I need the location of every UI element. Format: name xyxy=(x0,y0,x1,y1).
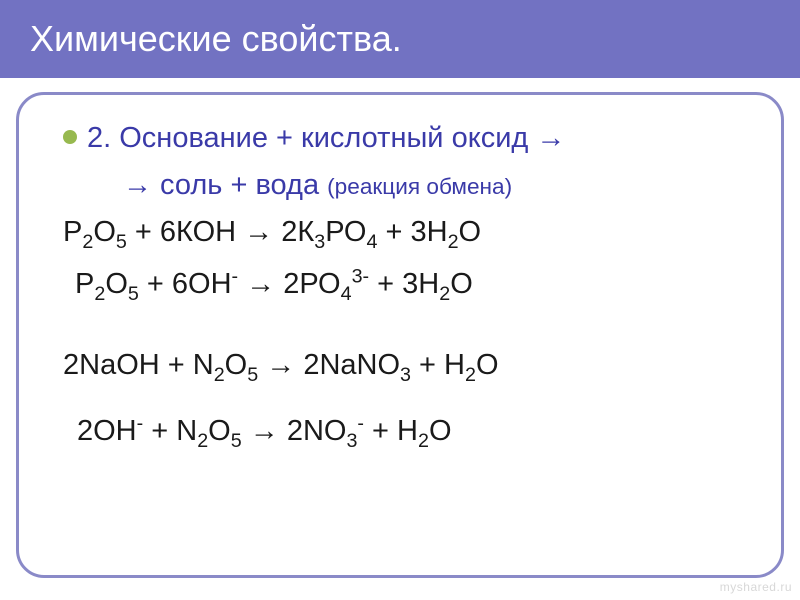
line-text: Р2О5 + 6КОН → 2К3РО4 + 3Н2О xyxy=(63,216,481,248)
bullet-icon xyxy=(63,130,77,144)
watermark: myshared.ru xyxy=(720,580,792,594)
line-text: 2NaOH + N2O5 → 2NaNO3 + H2O xyxy=(63,349,499,381)
content-box: 2. Основание + кислотный оксид → → соль +… xyxy=(16,92,784,578)
content-line: → соль + вода (реакция обмена) xyxy=(123,166,751,205)
content-line: Р2О5 + 6ОН- → 2РО43- + 3Н2О xyxy=(75,264,751,308)
line-text: Р2О5 + 6ОН- → 2РО43- + 3Н2О xyxy=(75,268,473,300)
title-bar: Химические свойства. xyxy=(0,0,800,78)
line-text: 2OH- + N2O5 → 2NO3- + H2O xyxy=(77,415,452,447)
content-line: 2NaOH + N2O5 → 2NaNO3 + H2O xyxy=(63,346,751,388)
content-line: Р2О5 + 6КОН → 2К3РО4 + 3Н2О xyxy=(63,213,751,255)
line-text: 2. Основание + кислотный оксид → xyxy=(87,122,565,154)
slide: Химические свойства. 2. Основание + кисл… xyxy=(0,0,800,600)
line-text: → соль + вода (реакция обмена) xyxy=(123,169,512,201)
content-line: 2OH- + N2O5 → 2NO3- + H2O xyxy=(77,410,751,454)
content-line: 2. Основание + кислотный оксид → xyxy=(63,119,751,158)
slide-title: Химические свойства. xyxy=(30,18,770,60)
